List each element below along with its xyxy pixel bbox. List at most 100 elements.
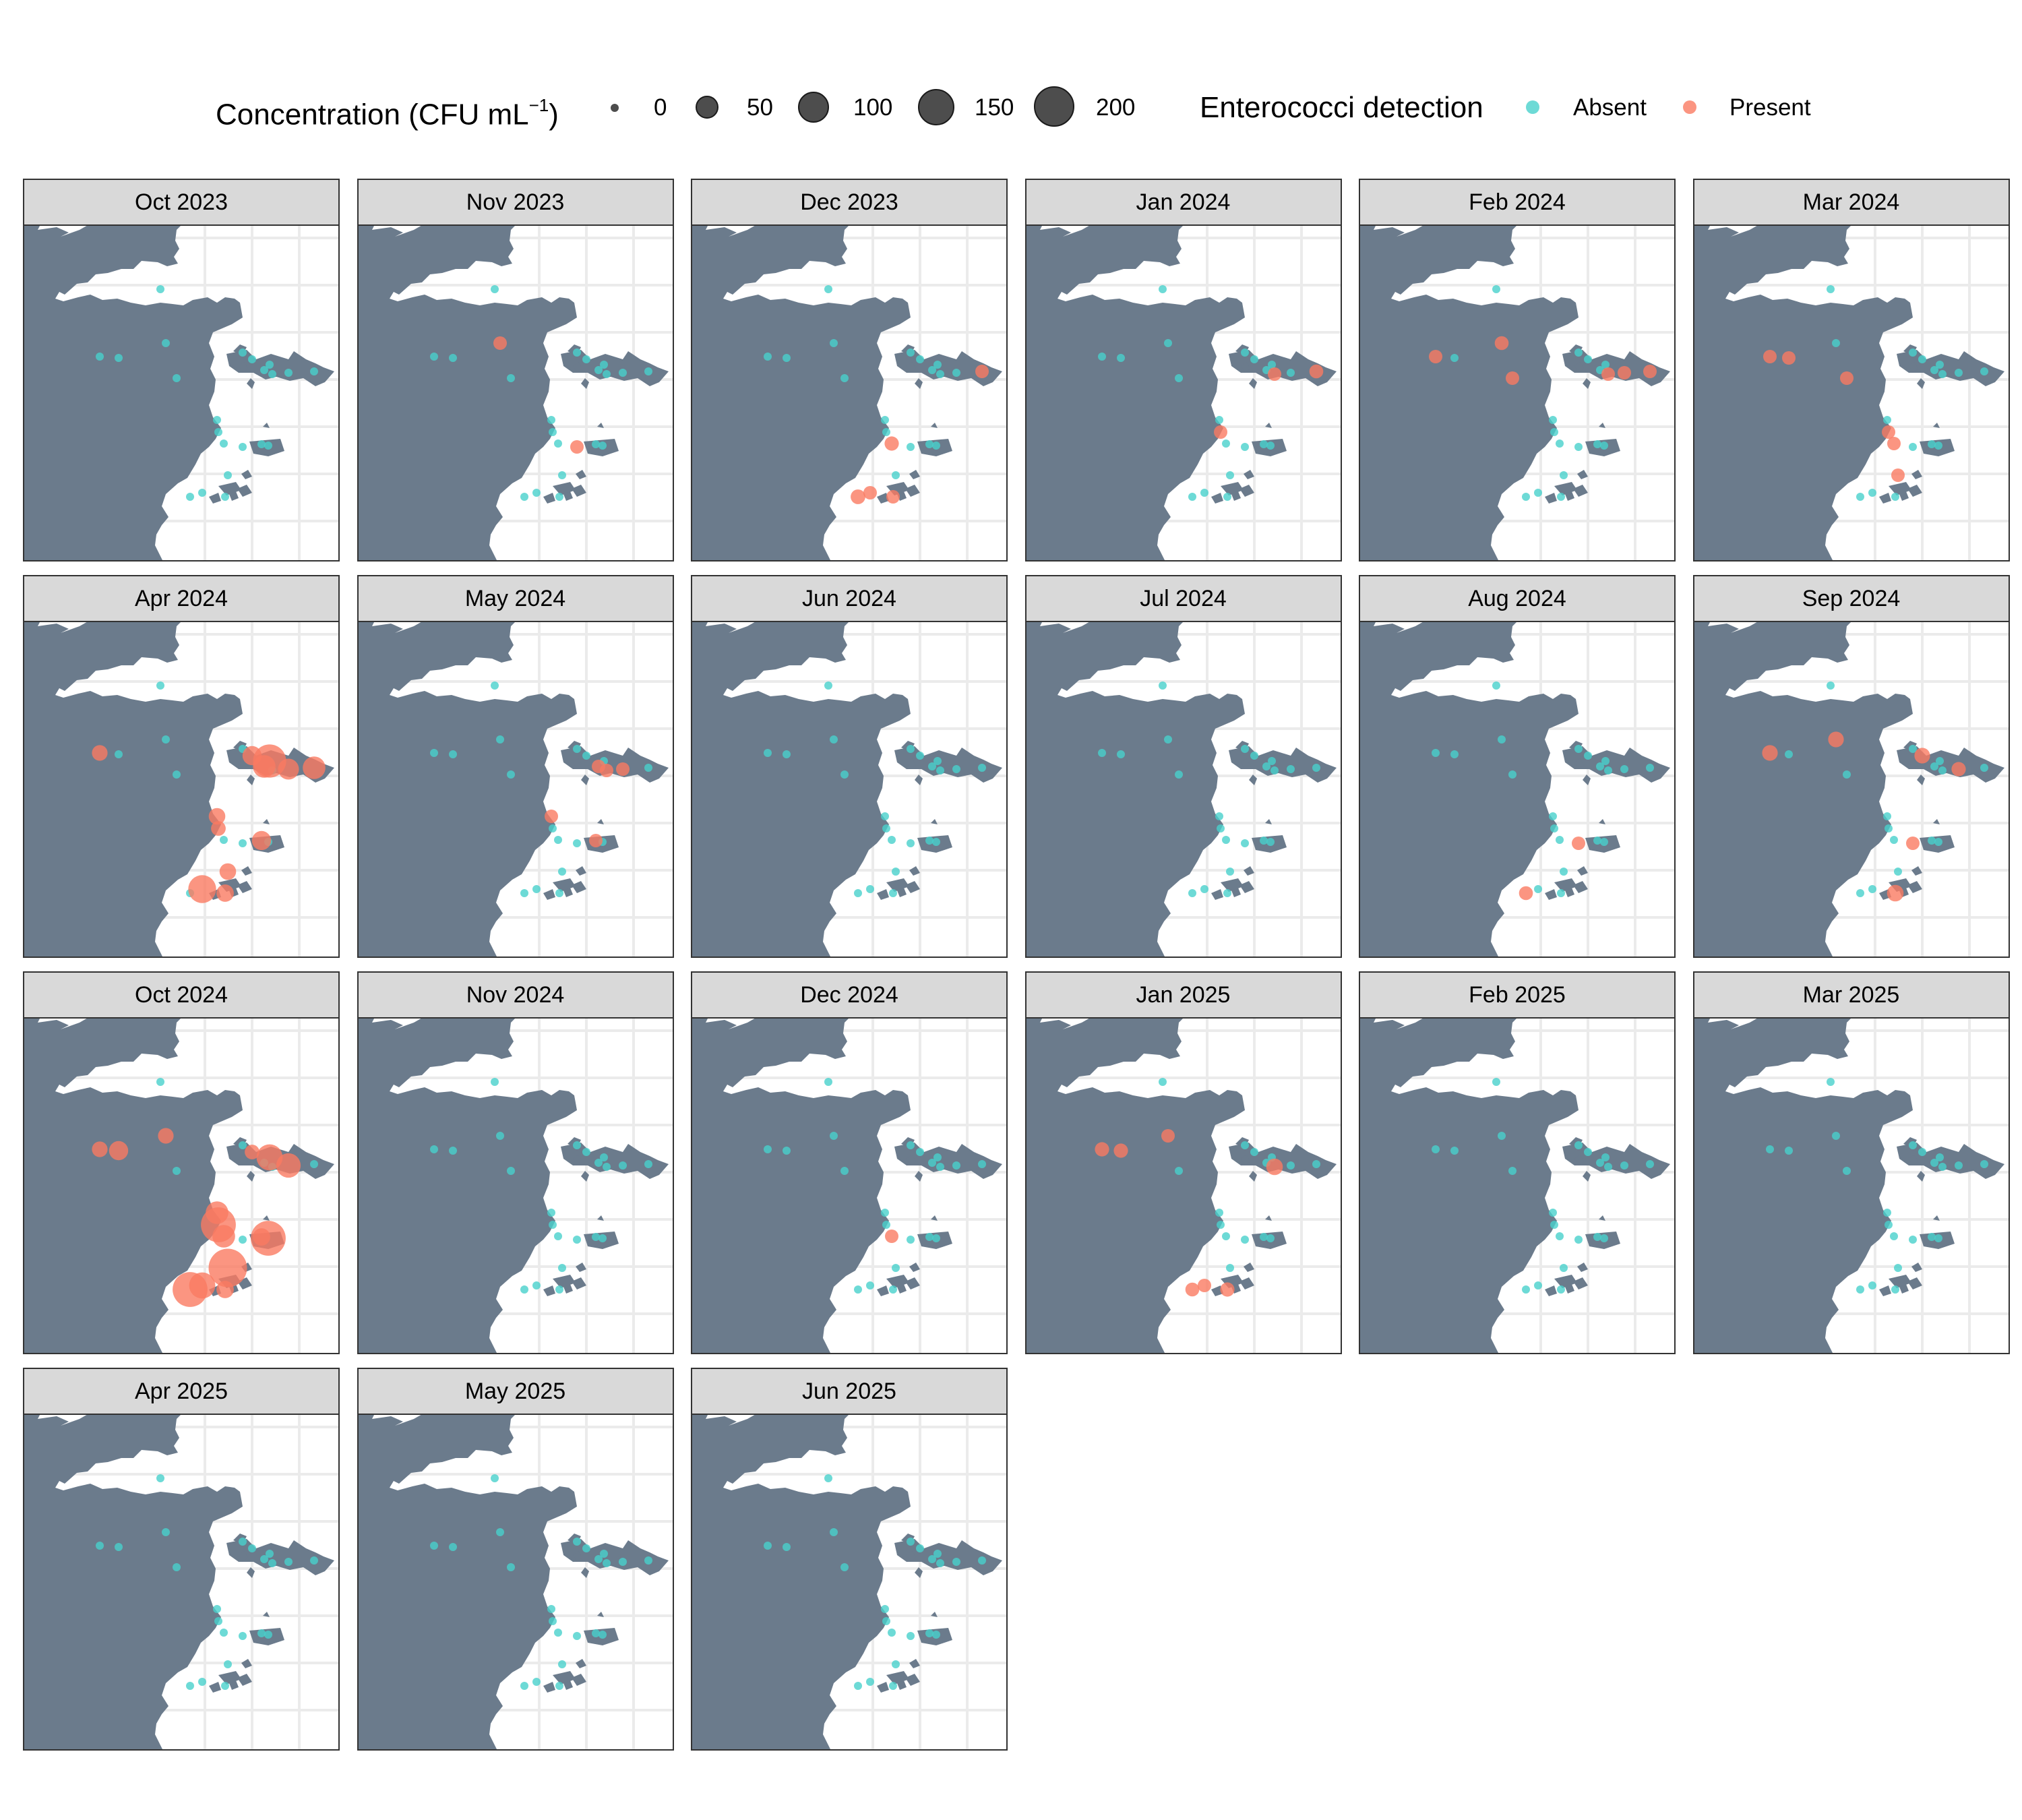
sampling-site-absent — [555, 1285, 563, 1294]
sampling-site-absent — [1534, 885, 1542, 893]
sampling-site-absent — [1908, 443, 1917, 451]
sampling-site-absent — [553, 836, 562, 844]
sampling-site-absent — [830, 735, 838, 744]
sampling-site-absent — [429, 1542, 438, 1550]
panel-border — [1692, 621, 2010, 958]
island — [1264, 819, 1272, 824]
sampling-site-absent — [1286, 765, 1295, 773]
concentration-legend-title: Concentration (CFU mL−1) — [216, 81, 559, 142]
sampling-site-absent — [582, 1544, 590, 1552]
island — [571, 485, 586, 497]
sampling-site-absent — [1549, 416, 1557, 424]
sampling-site-absent — [1842, 770, 1851, 779]
coastline-landmass — [1359, 621, 1579, 958]
sampling-site-present — [493, 336, 507, 350]
facet-strip-label: Dec 2024 — [691, 971, 1008, 1019]
sampling-site-present — [208, 1248, 247, 1287]
sampling-site-present — [1839, 371, 1854, 385]
sampling-site-present — [886, 490, 900, 504]
island — [1240, 1155, 1250, 1165]
island — [1932, 1215, 1940, 1221]
sampling-site-absent — [1884, 824, 1893, 832]
sampling-site-absent — [1534, 1281, 1542, 1290]
sampling-site-absent — [1646, 764, 1654, 772]
island — [1911, 1263, 1922, 1272]
sampling-site-absent — [557, 1264, 566, 1272]
sampling-site-absent — [547, 416, 555, 424]
sampling-site-absent — [1223, 493, 1231, 501]
island — [1583, 775, 1591, 785]
sampling-site-absent — [1593, 440, 1601, 448]
sampling-site-absent — [602, 1559, 611, 1567]
sampling-site-present — [544, 810, 558, 823]
sampling-site-absent — [239, 348, 247, 357]
sampling-site-absent — [173, 374, 181, 382]
sampling-site-absent — [555, 493, 563, 501]
absent-key-label: Absent — [1573, 94, 1647, 121]
sampling-site-absent — [268, 1559, 276, 1567]
sampling-site-absent — [1980, 367, 1988, 375]
sampling-site-absent — [257, 1629, 266, 1637]
facet-panel: Jul 2024 — [1024, 575, 1342, 958]
sampling-site-absent — [506, 374, 515, 382]
island — [931, 1215, 938, 1221]
map-plot — [357, 621, 674, 958]
island — [1878, 493, 1891, 504]
panel-border — [357, 1414, 674, 1751]
sampling-site-present — [253, 744, 286, 778]
sampling-site-present — [1519, 886, 1533, 901]
facet-strip-label: Apr 2024 — [23, 575, 340, 622]
sampling-site-absent — [239, 1632, 247, 1640]
sampling-site-absent — [1267, 757, 1276, 765]
sampling-site-absent — [644, 764, 652, 772]
map-plot — [691, 1017, 1008, 1354]
sampling-site-absent — [644, 1556, 652, 1565]
sampling-site-absent — [1593, 1233, 1601, 1241]
sampling-site-absent — [1550, 824, 1558, 832]
island — [905, 1277, 920, 1290]
sampling-site-absent — [186, 493, 194, 501]
island — [1545, 889, 1557, 900]
sampling-site-absent — [1574, 348, 1583, 357]
sampling-site-absent — [1908, 1236, 1917, 1244]
sampling-site-absent — [1938, 766, 1947, 775]
island — [1577, 470, 1588, 479]
sampling-site-absent — [932, 838, 940, 846]
sampling-site-absent — [888, 1629, 896, 1637]
sampling-site-absent — [1508, 770, 1516, 779]
sampling-site-absent — [1884, 1221, 1893, 1229]
map-plot — [23, 224, 340, 562]
island — [596, 1215, 604, 1221]
present-key — [1683, 100, 1696, 114]
island — [897, 1680, 907, 1690]
island — [909, 866, 920, 876]
sampling-site-absent — [213, 1605, 221, 1613]
coastline-landmass — [1692, 621, 1913, 958]
sampling-site-present — [1185, 1282, 1199, 1297]
sampling-site-absent — [1784, 1147, 1793, 1155]
sampling-site-absent — [1312, 1160, 1320, 1168]
sampling-site-absent — [156, 1474, 164, 1482]
sampling-site-absent — [618, 369, 627, 377]
sampling-site-absent — [520, 493, 528, 501]
panel-border — [23, 1017, 340, 1354]
sampling-site-absent — [1593, 837, 1601, 845]
sampling-site-absent — [1492, 681, 1500, 690]
panel-border — [1359, 621, 1676, 958]
island — [1574, 758, 1584, 769]
facet-strip-label: May 2025 — [357, 1368, 674, 1415]
sampling-site-absent — [1604, 1163, 1612, 1171]
sampling-site-absent — [572, 1236, 581, 1244]
sampling-site-absent — [882, 1221, 890, 1229]
coastline-landmass — [357, 224, 577, 562]
sampling-site-present — [1887, 437, 1901, 450]
panel-border — [1359, 224, 1676, 562]
sampling-site-absent — [1312, 764, 1320, 772]
facet-panel: Sep 2024 — [1692, 575, 2010, 958]
island — [596, 1612, 604, 1617]
sampling-site-absent — [532, 1281, 541, 1290]
sampling-site-absent — [1259, 440, 1268, 448]
sampling-site-absent — [1930, 762, 1938, 770]
sampling-site-present — [570, 440, 584, 454]
sampling-site-absent — [239, 839, 247, 847]
